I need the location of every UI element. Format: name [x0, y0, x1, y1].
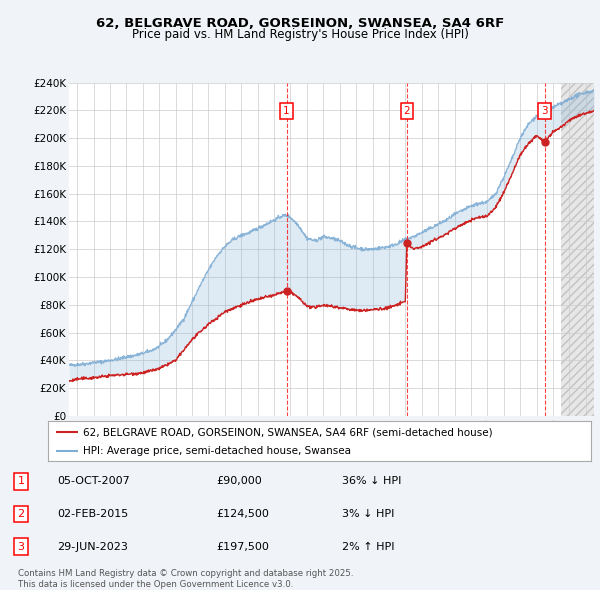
Text: 2: 2 [403, 106, 410, 116]
Text: £124,500: £124,500 [216, 509, 269, 519]
Text: 2% ↑ HPI: 2% ↑ HPI [342, 542, 395, 552]
Text: Price paid vs. HM Land Registry's House Price Index (HPI): Price paid vs. HM Land Registry's House … [131, 28, 469, 41]
Text: 62, BELGRAVE ROAD, GORSEINON, SWANSEA, SA4 6RF (semi-detached house): 62, BELGRAVE ROAD, GORSEINON, SWANSEA, S… [83, 427, 493, 437]
Text: 02-FEB-2015: 02-FEB-2015 [57, 509, 128, 519]
Text: 36% ↓ HPI: 36% ↓ HPI [342, 476, 401, 486]
Text: £90,000: £90,000 [216, 476, 262, 486]
Text: 05-OCT-2007: 05-OCT-2007 [57, 476, 130, 486]
Text: 2: 2 [17, 509, 25, 519]
Text: £197,500: £197,500 [216, 542, 269, 552]
Text: 29-JUN-2023: 29-JUN-2023 [57, 542, 128, 552]
Text: 3: 3 [17, 542, 25, 552]
Text: Contains HM Land Registry data © Crown copyright and database right 2025.
This d: Contains HM Land Registry data © Crown c… [18, 569, 353, 589]
Text: 1: 1 [17, 476, 25, 486]
Text: 1: 1 [283, 106, 290, 116]
Text: 62, BELGRAVE ROAD, GORSEINON, SWANSEA, SA4 6RF: 62, BELGRAVE ROAD, GORSEINON, SWANSEA, S… [96, 17, 504, 30]
Text: HPI: Average price, semi-detached house, Swansea: HPI: Average price, semi-detached house,… [83, 445, 351, 455]
Text: 3: 3 [541, 106, 548, 116]
Bar [561, 83, 594, 416]
Text: 3% ↓ HPI: 3% ↓ HPI [342, 509, 394, 519]
